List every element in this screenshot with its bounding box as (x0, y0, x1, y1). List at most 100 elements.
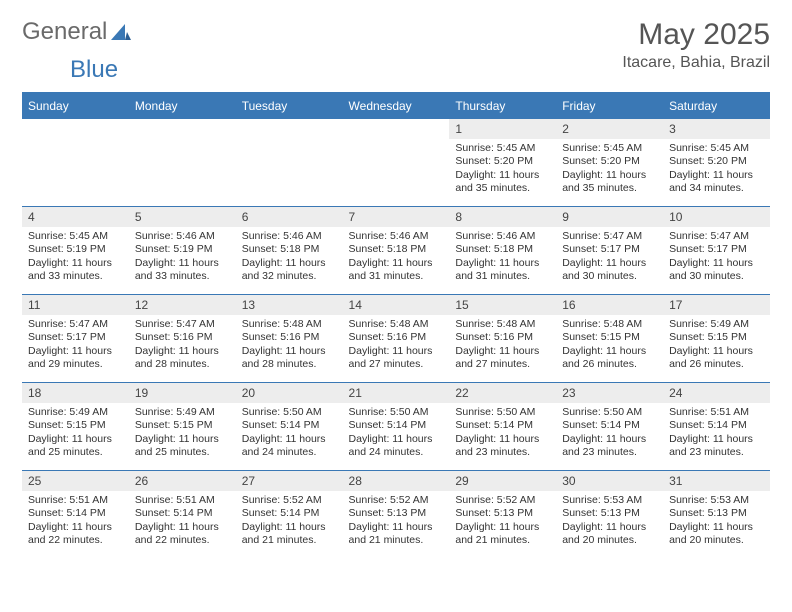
daylight-text: Daylight: 11 hours and 23 minutes. (669, 433, 764, 460)
day-number: 20 (236, 383, 343, 403)
sunrise-text: Sunrise: 5:52 AM (242, 494, 337, 507)
sunset-text: Sunset: 5:16 PM (349, 331, 444, 344)
calendar-day-cell: 10Sunrise: 5:47 AMSunset: 5:17 PMDayligh… (663, 207, 770, 295)
sunrise-text: Sunrise: 5:49 AM (669, 318, 764, 331)
sunrise-text: Sunrise: 5:48 AM (242, 318, 337, 331)
calendar-day-cell: 14Sunrise: 5:48 AMSunset: 5:16 PMDayligh… (343, 295, 450, 383)
day-number: 27 (236, 471, 343, 491)
logo: General (22, 18, 131, 46)
sunrise-text: Sunrise: 5:47 AM (28, 318, 123, 331)
daylight-text: Daylight: 11 hours and 28 minutes. (135, 345, 230, 372)
daylight-text: Daylight: 11 hours and 23 minutes. (455, 433, 550, 460)
daylight-text: Daylight: 11 hours and 34 minutes. (669, 169, 764, 196)
sunset-text: Sunset: 5:17 PM (562, 243, 657, 256)
sunset-text: Sunset: 5:15 PM (669, 331, 764, 344)
sunrise-text: Sunrise: 5:46 AM (135, 230, 230, 243)
day-details: Sunrise: 5:46 AMSunset: 5:18 PMDaylight:… (343, 227, 450, 288)
sunset-text: Sunset: 5:15 PM (562, 331, 657, 344)
sunrise-text: Sunrise: 5:50 AM (562, 406, 657, 419)
day-number: 21 (343, 383, 450, 403)
day-number: 10 (663, 207, 770, 227)
day-number: 25 (22, 471, 129, 491)
daylight-text: Daylight: 11 hours and 29 minutes. (28, 345, 123, 372)
daylight-text: Daylight: 11 hours and 30 minutes. (562, 257, 657, 284)
day-number: 13 (236, 295, 343, 315)
sunrise-text: Sunrise: 5:50 AM (349, 406, 444, 419)
daylight-text: Daylight: 11 hours and 22 minutes. (135, 521, 230, 548)
day-details: Sunrise: 5:50 AMSunset: 5:14 PMDaylight:… (236, 403, 343, 464)
daylight-text: Daylight: 11 hours and 31 minutes. (455, 257, 550, 284)
weekday-header: Wednesday (343, 93, 450, 119)
sunrise-text: Sunrise: 5:53 AM (562, 494, 657, 507)
day-details: Sunrise: 5:46 AMSunset: 5:18 PMDaylight:… (449, 227, 556, 288)
sunset-text: Sunset: 5:19 PM (28, 243, 123, 256)
sunset-text: Sunset: 5:20 PM (669, 155, 764, 168)
day-number: 17 (663, 295, 770, 315)
daylight-text: Daylight: 11 hours and 26 minutes. (562, 345, 657, 372)
sunset-text: Sunset: 5:14 PM (349, 419, 444, 432)
sunset-text: Sunset: 5:18 PM (242, 243, 337, 256)
daylight-text: Daylight: 11 hours and 24 minutes. (242, 433, 337, 460)
day-details: Sunrise: 5:45 AMSunset: 5:19 PMDaylight:… (22, 227, 129, 288)
calendar-week-row: 1 Sunrise: 5:45 AMSunset: 5:20 PMDaylight… (22, 119, 770, 207)
day-details: Sunrise: 5:48 AMSunset: 5:16 PMDaylight:… (343, 315, 450, 376)
calendar-week-row: 4Sunrise: 5:45 AMSunset: 5:19 PMDaylight… (22, 207, 770, 295)
day-number: 22 (449, 383, 556, 403)
calendar-day-cell: 6Sunrise: 5:46 AMSunset: 5:18 PMDaylight… (236, 207, 343, 295)
sunset-text: Sunset: 5:16 PM (242, 331, 337, 344)
daylight-text: Daylight: 11 hours and 33 minutes. (28, 257, 123, 284)
day-details: Sunrise: 5:46 AMSunset: 5:19 PMDaylight:… (129, 227, 236, 288)
sunset-text: Sunset: 5:14 PM (28, 507, 123, 520)
day-details: Sunrise: 5:47 AMSunset: 5:16 PMDaylight:… (129, 315, 236, 376)
day-number: 1 (449, 119, 556, 139)
sunset-text: Sunset: 5:20 PM (455, 155, 550, 168)
calendar-day-cell: 24Sunrise: 5:51 AMSunset: 5:14 PMDayligh… (663, 383, 770, 471)
sunset-text: Sunset: 5:20 PM (562, 155, 657, 168)
day-number: 2 (556, 119, 663, 139)
day-details: Sunrise: 5:45 AMSunset: 5:20 PMDaylight:… (663, 139, 770, 200)
calendar-day-cell: 19Sunrise: 5:49 AMSunset: 5:15 PMDayligh… (129, 383, 236, 471)
day-number: 5 (129, 207, 236, 227)
weekday-header: Monday (129, 93, 236, 119)
sunrise-text: Sunrise: 5:47 AM (135, 318, 230, 331)
calendar-day-cell (129, 119, 236, 207)
calendar-day-cell: 18Sunrise: 5:49 AMSunset: 5:15 PMDayligh… (22, 383, 129, 471)
calendar-day-cell: 4Sunrise: 5:45 AMSunset: 5:19 PMDaylight… (22, 207, 129, 295)
day-details: Sunrise: 5:47 AMSunset: 5:17 PMDaylight:… (556, 227, 663, 288)
sunrise-text: Sunrise: 5:52 AM (349, 494, 444, 507)
daylight-text: Daylight: 11 hours and 20 minutes. (669, 521, 764, 548)
calendar-thead: Sunday Monday Tuesday Wednesday Thursday… (22, 93, 770, 119)
day-details: Sunrise: 5:48 AMSunset: 5:15 PMDaylight:… (556, 315, 663, 376)
sunset-text: Sunset: 5:16 PM (455, 331, 550, 344)
sunrise-text: Sunrise: 5:49 AM (135, 406, 230, 419)
calendar-day-cell: 7Sunrise: 5:46 AMSunset: 5:18 PMDaylight… (343, 207, 450, 295)
sunset-text: Sunset: 5:19 PM (135, 243, 230, 256)
day-details: Sunrise: 5:52 AMSunset: 5:13 PMDaylight:… (449, 491, 556, 552)
day-number (343, 119, 450, 125)
calendar-day-cell: 5Sunrise: 5:46 AMSunset: 5:19 PMDaylight… (129, 207, 236, 295)
calendar-tbody: 1 Sunrise: 5:45 AMSunset: 5:20 PMDaylight… (22, 119, 770, 559)
sunset-text: Sunset: 5:15 PM (135, 419, 230, 432)
calendar-table: Sunday Monday Tuesday Wednesday Thursday… (22, 92, 770, 559)
sunset-text: Sunset: 5:14 PM (669, 419, 764, 432)
daylight-text: Daylight: 11 hours and 25 minutes. (28, 433, 123, 460)
day-details: Sunrise: 5:51 AMSunset: 5:14 PMDaylight:… (663, 403, 770, 464)
calendar-week-row: 18Sunrise: 5:49 AMSunset: 5:15 PMDayligh… (22, 383, 770, 471)
calendar-day-cell: 16Sunrise: 5:48 AMSunset: 5:15 PMDayligh… (556, 295, 663, 383)
day-details: Sunrise: 5:50 AMSunset: 5:14 PMDaylight:… (449, 403, 556, 464)
daylight-text: Daylight: 11 hours and 27 minutes. (455, 345, 550, 372)
daylight-text: Daylight: 11 hours and 32 minutes. (242, 257, 337, 284)
day-number: 26 (129, 471, 236, 491)
daylight-text: Daylight: 11 hours and 26 minutes. (669, 345, 764, 372)
day-details: Sunrise: 5:53 AMSunset: 5:13 PMDaylight:… (556, 491, 663, 552)
day-details: Sunrise: 5:46 AMSunset: 5:18 PMDaylight:… (236, 227, 343, 288)
day-number: 28 (343, 471, 450, 491)
day-details: Sunrise: 5:51 AMSunset: 5:14 PMDaylight:… (129, 491, 236, 552)
calendar-day-cell: 30Sunrise: 5:53 AMSunset: 5:13 PMDayligh… (556, 471, 663, 559)
day-number: 29 (449, 471, 556, 491)
calendar-day-cell: 29Sunrise: 5:52 AMSunset: 5:13 PMDayligh… (449, 471, 556, 559)
sunrise-text: Sunrise: 5:49 AM (28, 406, 123, 419)
sunrise-text: Sunrise: 5:48 AM (349, 318, 444, 331)
calendar-page: General May 2025 Itacare, Bahia, Brazil … (0, 0, 792, 569)
calendar-day-cell: 3Sunrise: 5:45 AMSunset: 5:20 PMDaylight… (663, 119, 770, 207)
